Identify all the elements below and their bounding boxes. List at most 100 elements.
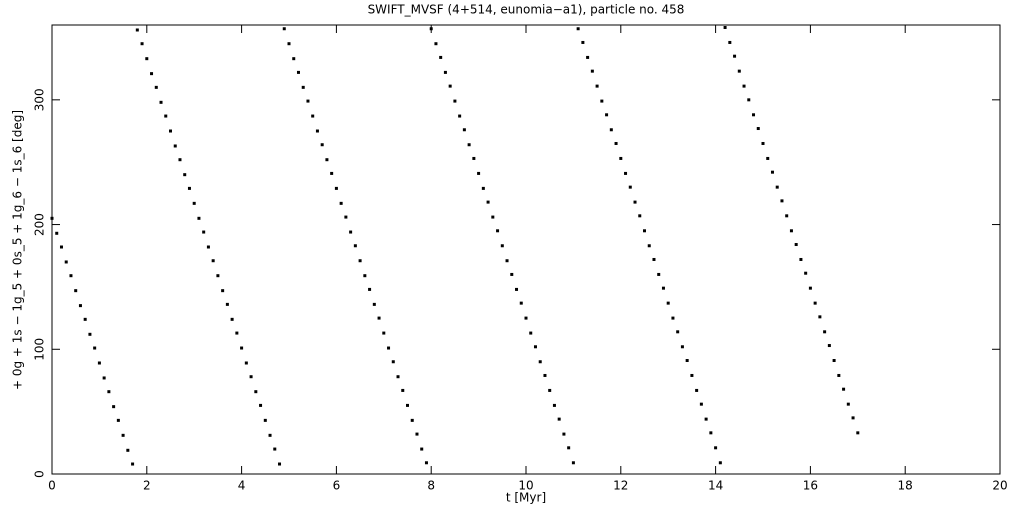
point bbox=[467, 143, 471, 147]
point bbox=[263, 418, 267, 422]
x-tick-label: 20 bbox=[992, 479, 1007, 493]
point bbox=[737, 69, 741, 73]
point bbox=[586, 55, 590, 59]
point bbox=[491, 215, 495, 219]
point bbox=[55, 231, 59, 235]
point bbox=[543, 373, 547, 377]
point bbox=[448, 84, 452, 88]
point bbox=[244, 361, 248, 365]
y-tick-label: 100 bbox=[33, 338, 47, 361]
point bbox=[382, 331, 386, 335]
point bbox=[818, 315, 822, 319]
point bbox=[420, 447, 424, 451]
point bbox=[647, 244, 651, 248]
point bbox=[614, 141, 618, 145]
point bbox=[775, 185, 779, 189]
point bbox=[799, 257, 803, 261]
point bbox=[529, 331, 533, 335]
point bbox=[439, 55, 443, 59]
point bbox=[131, 462, 135, 466]
point bbox=[657, 272, 661, 276]
point bbox=[837, 373, 841, 377]
point bbox=[605, 113, 609, 117]
point bbox=[259, 403, 263, 407]
point bbox=[159, 100, 163, 104]
point bbox=[97, 361, 101, 365]
point bbox=[638, 214, 642, 218]
point bbox=[766, 156, 770, 160]
point bbox=[718, 461, 722, 465]
point bbox=[334, 186, 338, 190]
point bbox=[424, 461, 428, 465]
point bbox=[590, 69, 594, 73]
point bbox=[206, 245, 210, 249]
point bbox=[813, 301, 817, 305]
x-tick-label: 16 bbox=[803, 479, 818, 493]
point bbox=[789, 229, 793, 233]
point bbox=[387, 346, 391, 350]
point bbox=[443, 70, 447, 74]
point bbox=[780, 199, 784, 203]
point bbox=[401, 388, 405, 392]
point bbox=[306, 99, 310, 103]
point bbox=[296, 70, 300, 74]
x-tick-label: 14 bbox=[708, 479, 723, 493]
point bbox=[372, 302, 376, 306]
point bbox=[187, 186, 191, 190]
point bbox=[676, 330, 680, 334]
point bbox=[254, 390, 258, 394]
point bbox=[391, 360, 395, 364]
point bbox=[500, 244, 504, 248]
y-tick-label: 200 bbox=[33, 213, 47, 236]
point bbox=[396, 375, 400, 379]
point bbox=[240, 346, 244, 350]
point bbox=[145, 57, 149, 61]
point bbox=[576, 27, 580, 31]
point bbox=[325, 158, 329, 162]
x-tick-label: 10 bbox=[518, 479, 533, 493]
point bbox=[78, 304, 82, 308]
point bbox=[567, 446, 571, 450]
point bbox=[377, 316, 381, 320]
point bbox=[458, 114, 462, 118]
x-axis-label: t [Myr] bbox=[506, 491, 546, 505]
point bbox=[169, 129, 172, 133]
point bbox=[827, 344, 831, 348]
point bbox=[320, 143, 324, 147]
point bbox=[595, 84, 599, 88]
point bbox=[533, 345, 537, 349]
point bbox=[728, 40, 732, 44]
point bbox=[301, 85, 305, 89]
point bbox=[680, 345, 684, 349]
point bbox=[481, 186, 485, 190]
point bbox=[571, 461, 575, 465]
point bbox=[557, 417, 561, 421]
point bbox=[770, 170, 774, 174]
x-tick-label: 2 bbox=[143, 479, 151, 493]
x-tick-label: 4 bbox=[238, 479, 246, 493]
point bbox=[126, 448, 130, 452]
point bbox=[287, 42, 291, 46]
x-tick-label: 0 bbox=[48, 479, 56, 493]
point bbox=[609, 128, 613, 132]
point bbox=[64, 260, 68, 264]
point bbox=[671, 316, 675, 320]
point bbox=[851, 416, 855, 420]
point bbox=[102, 376, 106, 380]
point bbox=[633, 200, 637, 204]
point bbox=[154, 85, 158, 89]
point bbox=[273, 447, 277, 451]
point bbox=[643, 229, 646, 233]
point bbox=[282, 27, 286, 31]
point bbox=[794, 243, 798, 247]
point bbox=[116, 418, 120, 422]
point bbox=[363, 274, 367, 278]
point bbox=[624, 171, 628, 175]
point bbox=[552, 403, 556, 407]
point bbox=[406, 403, 409, 407]
point bbox=[699, 402, 703, 406]
point bbox=[823, 330, 827, 334]
point bbox=[88, 332, 92, 336]
point bbox=[856, 431, 860, 435]
point bbox=[548, 388, 552, 392]
